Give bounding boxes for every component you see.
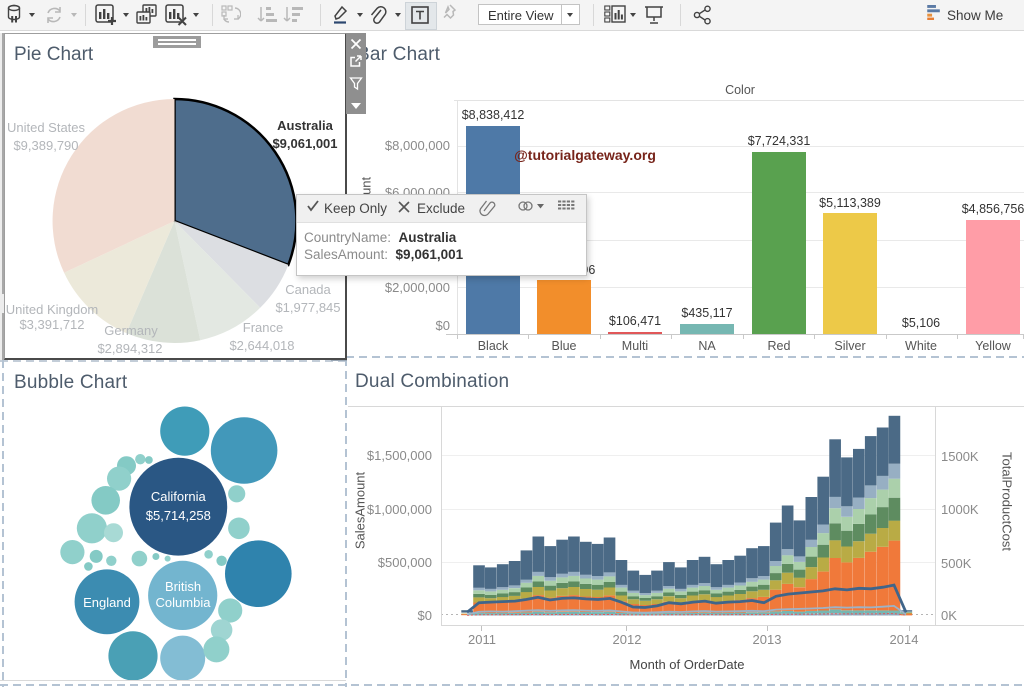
svg-text:Germany: Germany bbox=[104, 323, 158, 338]
svg-text:$5,714,258: $5,714,258 bbox=[146, 508, 211, 523]
svg-text:Canada: Canada bbox=[285, 282, 331, 297]
svg-text:France: France bbox=[243, 320, 283, 335]
svg-text:Columbia: Columbia bbox=[156, 595, 212, 610]
svg-text:$9,389,790: $9,389,790 bbox=[13, 138, 78, 153]
svg-text:$2,894,312: $2,894,312 bbox=[97, 341, 162, 356]
svg-text:British: British bbox=[165, 579, 201, 594]
svg-text:California: California bbox=[151, 489, 207, 504]
svg-text:$9,061,001: $9,061,001 bbox=[272, 136, 337, 151]
svg-text:$3,391,712: $3,391,712 bbox=[19, 317, 84, 332]
svg-text:United Kingdom: United Kingdom bbox=[6, 302, 99, 317]
svg-text:$1,977,845: $1,977,845 bbox=[275, 300, 340, 315]
svg-text:England: England bbox=[83, 595, 131, 610]
svg-text:$2,644,018: $2,644,018 bbox=[229, 338, 294, 353]
svg-text:United States: United States bbox=[7, 120, 86, 135]
svg-text:Australia: Australia bbox=[277, 118, 333, 133]
